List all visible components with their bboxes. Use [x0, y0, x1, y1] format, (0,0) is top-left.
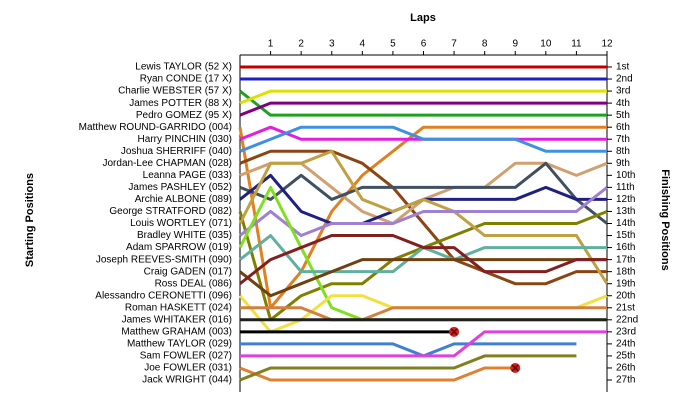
position-line: [240, 342, 577, 358]
position-line: [239, 234, 607, 274]
x-tick-label: 8: [482, 39, 488, 50]
retired-cross: [511, 364, 519, 372]
driver-label: George STRATFORD (082): [109, 206, 232, 217]
driver-label: Matthew GRAHAM (003): [121, 326, 232, 337]
x-tick-label: 6: [421, 39, 427, 50]
y2-tick-label: 12th: [616, 194, 635, 205]
position-line: [240, 306, 607, 322]
y2-tick-label: 14th: [616, 218, 635, 229]
driver-label: Archie ALBONE (089): [135, 194, 232, 205]
driver-label: Sam FOWLER (027): [140, 351, 232, 362]
y2-tick-label: 9th: [616, 158, 630, 169]
driver-label: Joseph REEVES-SMITH (090): [96, 254, 232, 265]
driver-label: Joshua SHERRIFF (040): [121, 146, 232, 157]
x-tick-label: 5: [390, 39, 396, 50]
position-line: [239, 101, 607, 117]
y2-tick-label: 3rd: [616, 86, 630, 97]
y2-tick-label: 2nd: [616, 74, 633, 85]
position-line: [240, 330, 607, 358]
x-tick-label: 12: [601, 39, 613, 50]
position-line: [239, 89, 607, 117]
x-tick-label: 4: [360, 39, 366, 50]
y2-tick-label: 7th: [616, 134, 630, 145]
driver-label: Joe FOWLER (031): [144, 363, 232, 374]
driver-label: Bradley WHITE (035): [137, 230, 232, 241]
driver-label: Leanna PAGE (033): [143, 170, 232, 181]
driver-label: Adam SPARROW (019): [126, 242, 232, 253]
x-tick-label: 7: [451, 39, 457, 50]
y2-tick-label: 13th: [616, 206, 635, 217]
y2-tick-label: 1st: [616, 62, 630, 73]
driver-label: Ryan CONDE (17 X): [140, 74, 232, 85]
y2-tick-label: 20th: [616, 290, 635, 301]
driver-label: Jordan-Lee CHAPMAN (028): [103, 158, 233, 169]
driver-label: Craig GADEN (017): [144, 266, 232, 277]
y2-tick-label: 10th: [616, 170, 635, 181]
y2-tick-label: 6th: [616, 122, 630, 133]
driver-label: James POTTER (88 X): [129, 98, 232, 109]
retired-cross: [450, 328, 458, 336]
position-line: [239, 234, 607, 285]
position-line: [239, 149, 607, 286]
y2-tick-label: 19th: [616, 278, 635, 289]
position-line: [239, 186, 608, 238]
x-tick-label: 10: [540, 39, 552, 50]
y2-tick-label: 15th: [616, 230, 635, 241]
position-line: [239, 354, 577, 382]
driver-label: James PASHLEY (052): [128, 182, 232, 193]
driver-label: Harry PINCHIN (030): [138, 134, 232, 145]
chart-title: Laps: [410, 12, 436, 24]
y2-tick-label: 25th: [616, 351, 635, 362]
driver-label: Alessandro CERONETTI (096): [95, 290, 232, 301]
y2-tick-label: 21st: [616, 302, 635, 313]
y2-tick-label: 17th: [616, 254, 635, 265]
driver-label: Charlie WEBSTER (57 X): [118, 86, 232, 97]
driver-label: Ross DEAL (086): [155, 278, 232, 289]
x-tick-label: 3: [329, 39, 335, 50]
position-line: [239, 258, 607, 298]
driver-label: Roman HASKETT (024): [125, 302, 232, 313]
driver-label: Matthew TAYLOR (029): [127, 339, 232, 350]
y2-tick-label: 16th: [616, 242, 635, 253]
y2-tick-label: 11th: [616, 182, 635, 193]
position-line: [239, 89, 607, 105]
y2-tick-label: 18th: [616, 266, 635, 277]
x-tick-label: 11: [571, 39, 582, 50]
y2-tick-label: 27th: [616, 375, 635, 386]
y-axis-title: Starting Positions: [24, 173, 36, 267]
y2-tick-label: 8th: [616, 146, 630, 157]
position-line: [238, 149, 609, 285]
driver-label: Lewis TAYLOR (52 X): [135, 62, 232, 73]
y2-tick-label: 22nd: [616, 314, 638, 325]
y2-tick-label: 26th: [616, 363, 635, 374]
x-tick-label: 9: [512, 39, 518, 50]
y2-tick-label: 4th: [616, 98, 630, 109]
y2-tick-label: 23rd: [616, 326, 636, 337]
y2-tick-label: 24th: [616, 339, 635, 350]
x-tick-label: 1: [268, 39, 274, 50]
x-tick-label: 2: [298, 39, 304, 50]
driver-label: Jack WRIGHT (044): [142, 375, 232, 386]
y2-tick-label: 5th: [616, 110, 630, 121]
driver-label: Pedro GOMEZ (95 X): [136, 110, 232, 121]
driver-label: Louis WORTLEY (071): [130, 218, 232, 229]
position-line: [239, 366, 516, 382]
driver-label: James WHITAKER (016): [122, 314, 232, 325]
y2-axis-title: Finishing Positions: [659, 169, 671, 270]
position-line: [239, 161, 608, 225]
position-line: [239, 125, 607, 153]
driver-label: Matthew ROUND-GARRIDO (004): [79, 122, 232, 133]
